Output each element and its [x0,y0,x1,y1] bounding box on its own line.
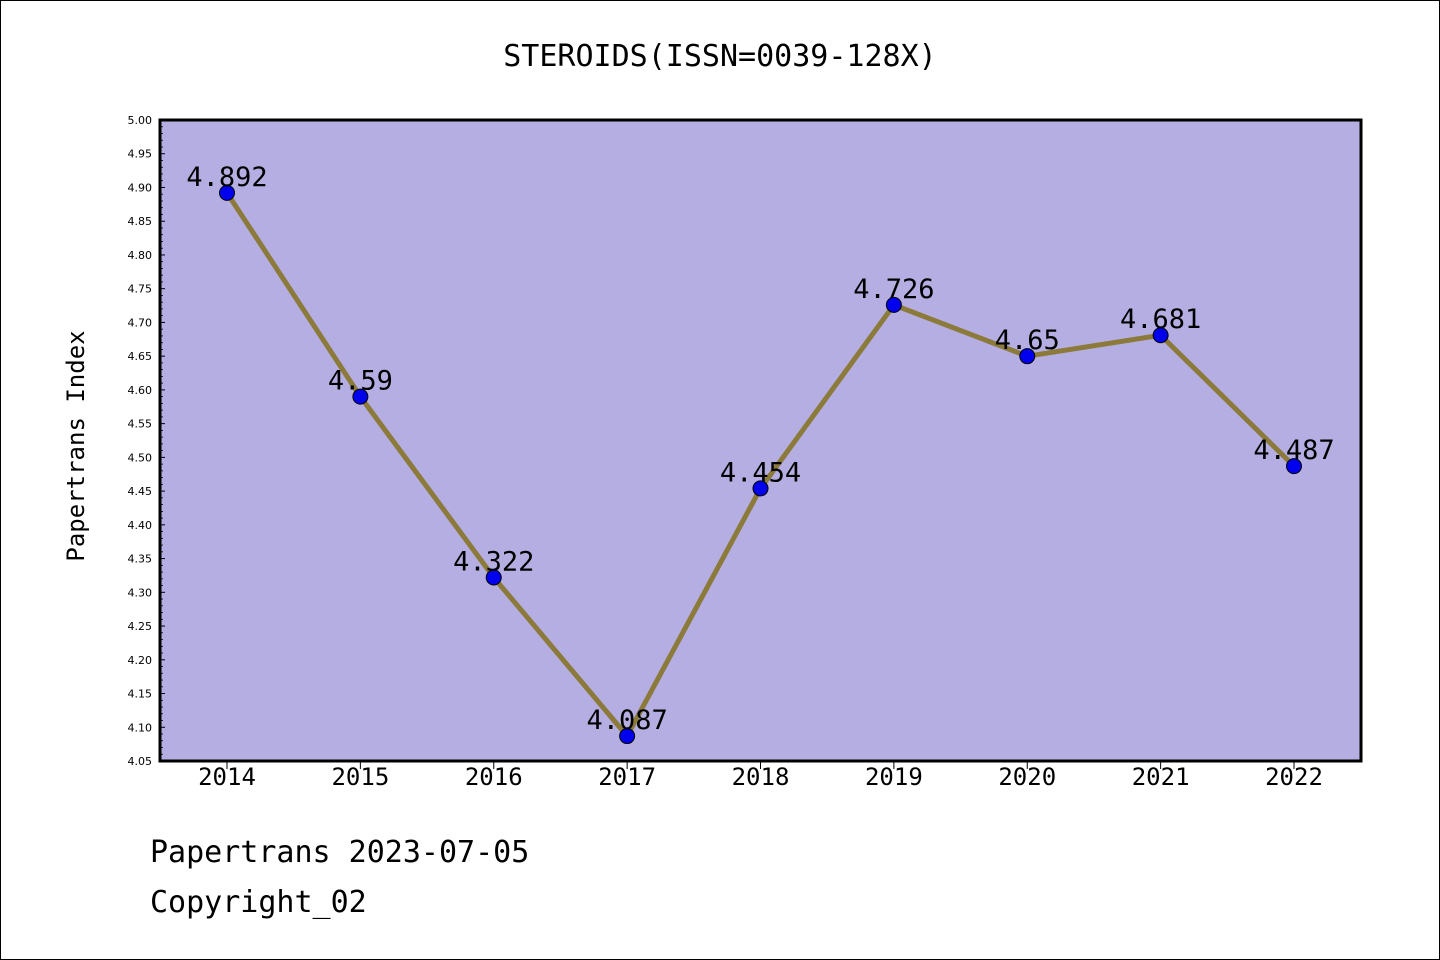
y-tick-label: 4.60 [128,384,153,397]
x-tick-label: 2015 [331,763,389,791]
y-tick-label: 4.80 [128,249,153,262]
plot-area [160,120,1361,761]
x-axis: 2014 2015 2016 2017 2018 2019 2020 2021 2022 [198,761,1323,791]
data-point [885,296,902,313]
y-axis: 4.05 4.10 4.15 4.20 4.25 4.30 4.35 4.40 4.45 4.50… [128,114,165,768]
x-tick-label: 2016 [465,763,523,791]
x-tick-label: 2018 [732,763,790,791]
data-label: 4.087 [586,705,667,736]
y-tick-label: 5.00 [128,114,153,127]
data-point [352,388,369,405]
y-tick-label: 4.95 [128,148,153,161]
y-tick-label: 4.20 [128,654,153,667]
data-label: 4.59 [328,366,393,397]
y-tick-label: 4.50 [128,451,153,464]
footer-copyright: Copyright_02 [150,885,367,920]
data-label: 4.681 [1120,304,1201,335]
data-point [1286,458,1302,475]
y-tick-label: 4.05 [128,755,153,768]
data-point [1019,348,1036,365]
data-point [1152,327,1169,344]
data-label: 4.892 [186,162,267,193]
x-tick-label: 2021 [1132,763,1190,791]
x-tick-label: 2014 [198,763,256,791]
y-tick-label: 4.70 [128,316,153,329]
y-tick-label: 4.10 [128,721,153,734]
data-label: 4.322 [453,546,534,577]
data-point [752,480,769,497]
data-point [619,728,636,745]
chart-title: STEROIDS(ISSN=0039-128X) [503,39,936,74]
y-tick-label: 4.40 [128,519,153,532]
data-point [485,569,502,586]
y-tick-label: 4.90 [128,181,153,194]
y-tick-label: 4.75 [128,283,153,296]
footer-date: Papertrans 2023-07-05 [150,835,530,870]
x-tick-label: 2019 [865,763,923,791]
series-line-group: 4.892 4.59 4.322 4.087 4.454 4.726 4.65 4.681 4.… [186,162,1335,745]
y-tick-label: 4.15 [128,688,153,701]
y-tick-label: 4.25 [128,620,153,633]
data-label: 4.65 [995,325,1060,356]
y-tick-label: 4.35 [128,553,153,566]
y-tick-label: 4.30 [128,586,153,599]
data-label: 4.726 [853,274,934,305]
x-tick-label: 2017 [598,763,656,791]
y-tick-label: 4.45 [128,485,153,498]
y-axis-label: Papertrans Index [62,330,90,561]
data-point [219,184,235,201]
y-tick-label: 4.85 [128,215,153,228]
y-tick-label: 4.55 [128,418,153,431]
y-tick-label: 4.65 [128,350,153,363]
x-tick-label: 2022 [1265,763,1323,791]
plot-border [158,118,1363,763]
x-tick-label: 2020 [998,763,1056,791]
data-label: 4.487 [1253,435,1334,466]
data-label: 4.454 [720,457,801,488]
